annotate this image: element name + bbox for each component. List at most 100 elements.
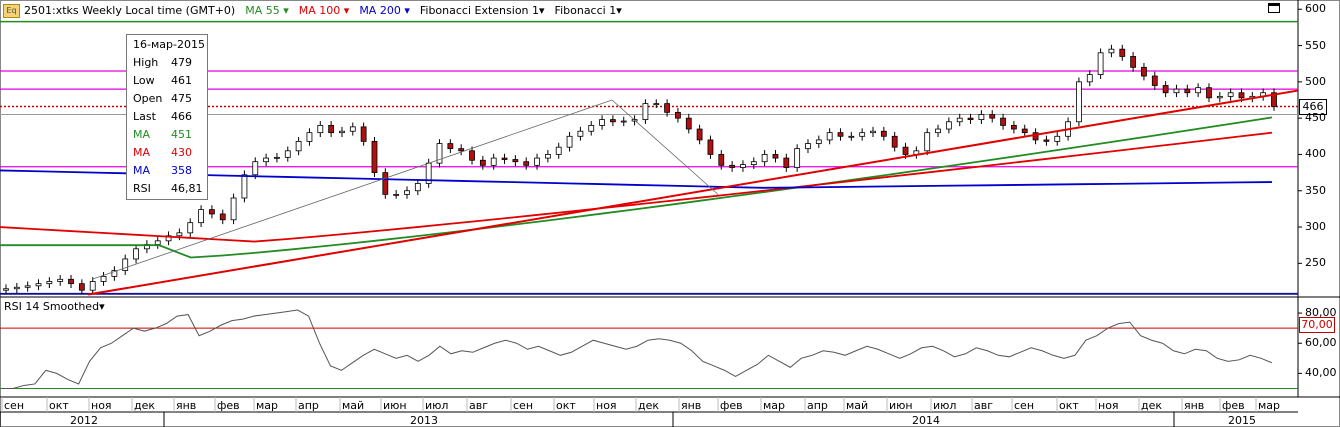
candle-body — [1010, 125, 1017, 130]
candle-body — [1097, 52, 1104, 75]
year-label: 2012 — [70, 414, 98, 427]
candle-body — [664, 103, 670, 113]
candle-body — [360, 126, 367, 142]
candle-body — [1271, 92, 1277, 107]
x-tick-label: июн — [889, 399, 913, 412]
x-tick-label: сен — [1014, 399, 1035, 412]
candle-body — [306, 132, 313, 142]
x-tick-label: авг — [974, 399, 994, 412]
candle-body — [707, 139, 714, 155]
candle-body — [512, 159, 519, 163]
x-tick-label: май — [342, 399, 365, 412]
candle-body — [675, 111, 681, 119]
candle-body — [1162, 85, 1169, 94]
rsi-legend[interactable]: RSI 14 Smoothed▾ — [4, 300, 105, 313]
x-tick-label: мар — [256, 399, 279, 412]
ma55-line — [0, 116, 1273, 259]
x-tick-label: сен — [513, 399, 534, 412]
candle-body — [349, 126, 356, 132]
x-tick-label: июл — [425, 399, 449, 412]
candle-body — [718, 154, 725, 166]
x-tick-label: июл — [933, 399, 957, 412]
tooltip-label: MA — [133, 146, 151, 159]
candle-body — [469, 150, 475, 161]
candle-body — [1043, 139, 1050, 142]
candle-body — [317, 125, 324, 134]
candle-body — [1086, 74, 1093, 83]
candle-body — [555, 146, 562, 155]
tooltip-value: 461 — [171, 74, 192, 87]
fib-extension-line — [611, 99, 719, 195]
candle-body — [1000, 117, 1006, 126]
x-tick-label: фев — [720, 399, 743, 412]
candle-body — [945, 121, 952, 130]
candle-body — [133, 248, 139, 260]
tooltip-label: MA — [133, 164, 151, 177]
x-tick-label: янв — [1184, 399, 1205, 412]
candle-body — [1238, 92, 1245, 99]
year-label: 2015 — [1228, 414, 1256, 427]
x-tick-label: сен — [4, 399, 25, 412]
x-tick-label: мар — [763, 399, 786, 412]
x-tick-label: окт — [49, 399, 69, 412]
x-tick-label: янв — [176, 399, 197, 412]
instrument-title[interactable]: 2501:xtks Weekly Local time (GMT+0) — [24, 3, 236, 17]
tooltip-label: RSI — [133, 182, 151, 195]
candle-body — [382, 172, 389, 195]
tooltip-label: Low — [133, 74, 155, 87]
tooltip-value: 479 — [171, 56, 192, 69]
candle-body — [100, 275, 107, 282]
candle-body — [209, 209, 215, 215]
fib-ext-legend[interactable]: Fibonacci Extension 1▾ — [420, 4, 545, 17]
dropdown-icon: ▾ — [404, 3, 410, 17]
candle-body — [501, 157, 508, 160]
candle-body — [794, 148, 801, 168]
candle-body — [328, 125, 335, 134]
candle-body — [989, 114, 996, 119]
tooltip-date: 16-мар-2015 — [133, 38, 205, 51]
fib-legend[interactable]: Fibonacci 1▾ — [555, 4, 622, 17]
candle-body — [295, 140, 302, 152]
candle-body — [1076, 81, 1082, 123]
year-label: 2014 — [912, 414, 940, 427]
equity-icon[interactable]: Eq — [3, 4, 20, 18]
ma100-legend[interactable]: MA 100 ▾ — [299, 4, 350, 17]
x-tick-label: окт — [556, 399, 576, 412]
tooltip-value: 358 — [171, 164, 192, 177]
candle-body — [447, 143, 454, 150]
candle-body — [1119, 48, 1126, 57]
ma200-legend[interactable]: MA 200 ▾ — [359, 4, 410, 17]
trend-line — [87, 89, 1299, 296]
candle-body — [252, 161, 259, 176]
x-tick-label: мар — [1258, 399, 1281, 412]
candle-body — [198, 209, 204, 224]
dropdown-icon: ▾ — [539, 3, 545, 17]
candle-body — [57, 278, 64, 282]
candle-body — [68, 278, 74, 285]
candle-body — [783, 157, 790, 168]
tooltip-value: 475 — [171, 92, 192, 105]
candle-body — [414, 183, 421, 192]
tooltip-value: 466 — [171, 110, 192, 123]
candle-body — [588, 125, 595, 132]
candle-body — [1021, 128, 1028, 134]
maximize-icon[interactable] — [1268, 3, 1280, 13]
x-tick-label: фев — [1222, 399, 1245, 412]
ma55-legend[interactable]: MA 55 ▾ — [245, 4, 289, 17]
x-tick-label: ноя — [91, 399, 112, 412]
candle-body — [111, 270, 118, 277]
rsi-label: RSI 14 Smoothed — [4, 300, 100, 313]
candle-body — [685, 117, 692, 130]
rsi-line — [2, 309, 1273, 389]
candle-body — [176, 232, 183, 237]
candle-body — [978, 114, 985, 120]
candle-body — [935, 128, 941, 134]
candle-body — [729, 164, 736, 168]
y-tick-label: 400 — [1305, 147, 1326, 161]
candle-body — [956, 117, 963, 123]
fib-label: Fibonacci 1 — [554, 3, 617, 17]
dropdown-icon: ▾ — [343, 3, 350, 17]
candle-body — [848, 135, 855, 138]
candle-body — [891, 135, 898, 148]
